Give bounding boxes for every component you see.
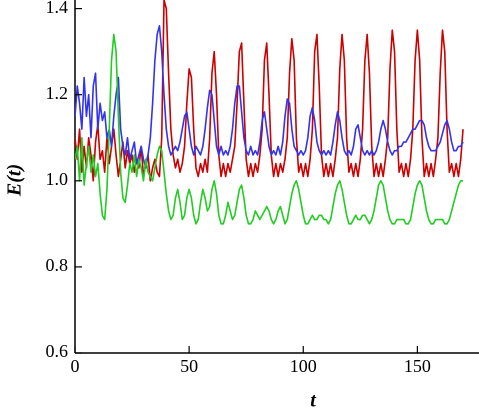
x-tick-label: 150 [404, 356, 431, 376]
series-line [75, 0, 464, 182]
series-line [75, 25, 464, 169]
x-tick-label: 100 [290, 356, 317, 376]
x-tick-label: 0 [71, 356, 80, 376]
y-tick-label: 0.8 [46, 255, 69, 275]
x-tick-label: 50 [180, 356, 198, 376]
y-tick-label: 0.6 [46, 341, 69, 361]
y-axis-title: E(t) [4, 164, 26, 197]
plot-area [75, 0, 464, 225]
y-tick-label: 1.0 [46, 169, 69, 189]
y-tick-label: 1.4 [46, 0, 69, 17]
series-line [75, 33, 464, 225]
y-tick-label: 1.2 [46, 83, 69, 103]
x-axis-title: t [310, 390, 317, 412]
